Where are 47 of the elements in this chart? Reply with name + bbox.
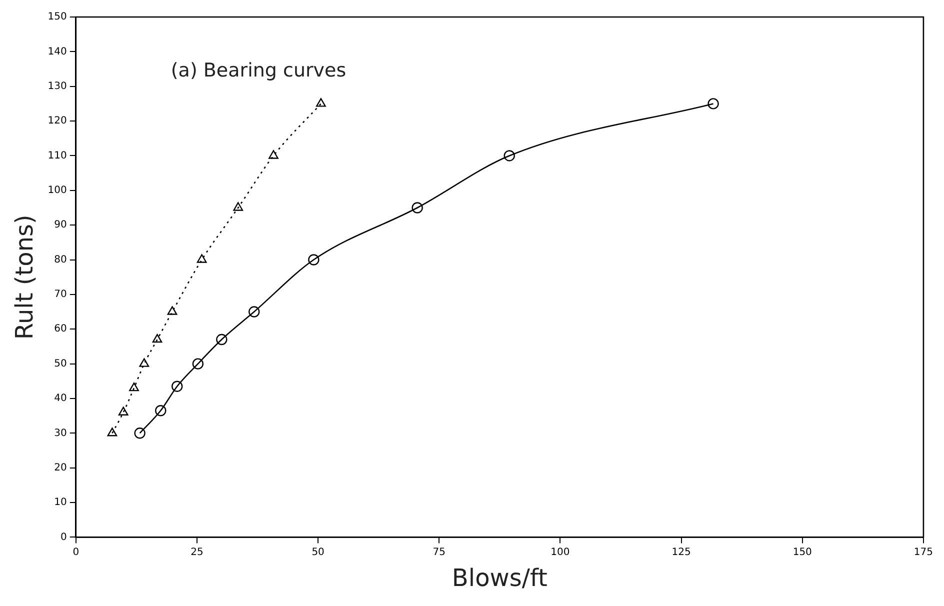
y-tick-label: 70 bbox=[54, 289, 67, 300]
text: (a) Bearing curves bbox=[170, 60, 346, 82]
point bbox=[129, 382, 139, 392]
x-tick-label: 150 bbox=[792, 546, 812, 558]
y-tick-label: 30 bbox=[54, 428, 67, 439]
point bbox=[172, 380, 183, 392]
y-tick-label: 0 bbox=[60, 532, 67, 543]
y-tick-label: 110 bbox=[48, 150, 67, 162]
point bbox=[708, 98, 719, 110]
point bbox=[504, 150, 515, 162]
point bbox=[155, 405, 166, 416]
y-tick-label: 20 bbox=[54, 462, 67, 474]
y-tick-label: 90 bbox=[54, 220, 67, 231]
point bbox=[412, 202, 423, 214]
y-tick-label: 50 bbox=[54, 358, 67, 370]
point bbox=[192, 358, 204, 370]
point bbox=[167, 306, 178, 315]
point bbox=[118, 406, 128, 416]
y-tick-label: 60 bbox=[54, 324, 67, 335]
point bbox=[196, 254, 207, 263]
point bbox=[316, 98, 326, 107]
point bbox=[134, 428, 146, 439]
point bbox=[152, 334, 162, 343]
y-tick-label: 150 bbox=[48, 12, 67, 23]
point bbox=[139, 358, 150, 367]
x-axis-title: Blows/ft bbox=[452, 564, 548, 592]
y-tick-label: 140 bbox=[48, 46, 67, 58]
point bbox=[216, 334, 228, 346]
x-tick-label: 75 bbox=[432, 546, 446, 558]
x-tick-label: 125 bbox=[672, 546, 691, 558]
x-tick-label: 0 bbox=[72, 546, 80, 558]
x-tick-label: 100 bbox=[550, 546, 570, 558]
point bbox=[233, 202, 244, 211]
point bbox=[308, 254, 320, 266]
y-tick-label: 130 bbox=[48, 80, 67, 92]
y-tick-label: 100 bbox=[48, 184, 67, 196]
y-axis-title: Rult (tons) bbox=[10, 214, 39, 340]
y-tick-label: 120 bbox=[48, 116, 67, 127]
point bbox=[248, 306, 260, 318]
y-tick-label: 40 bbox=[54, 393, 67, 404]
x-tick-label: 25 bbox=[190, 546, 204, 558]
y-tick-label: 10 bbox=[54, 497, 67, 508]
point bbox=[107, 428, 118, 436]
x-tick-label: 175 bbox=[914, 546, 934, 558]
y-tick-label: 80 bbox=[54, 254, 67, 266]
point bbox=[268, 150, 278, 159]
x-tick-label: 50 bbox=[312, 546, 324, 558]
